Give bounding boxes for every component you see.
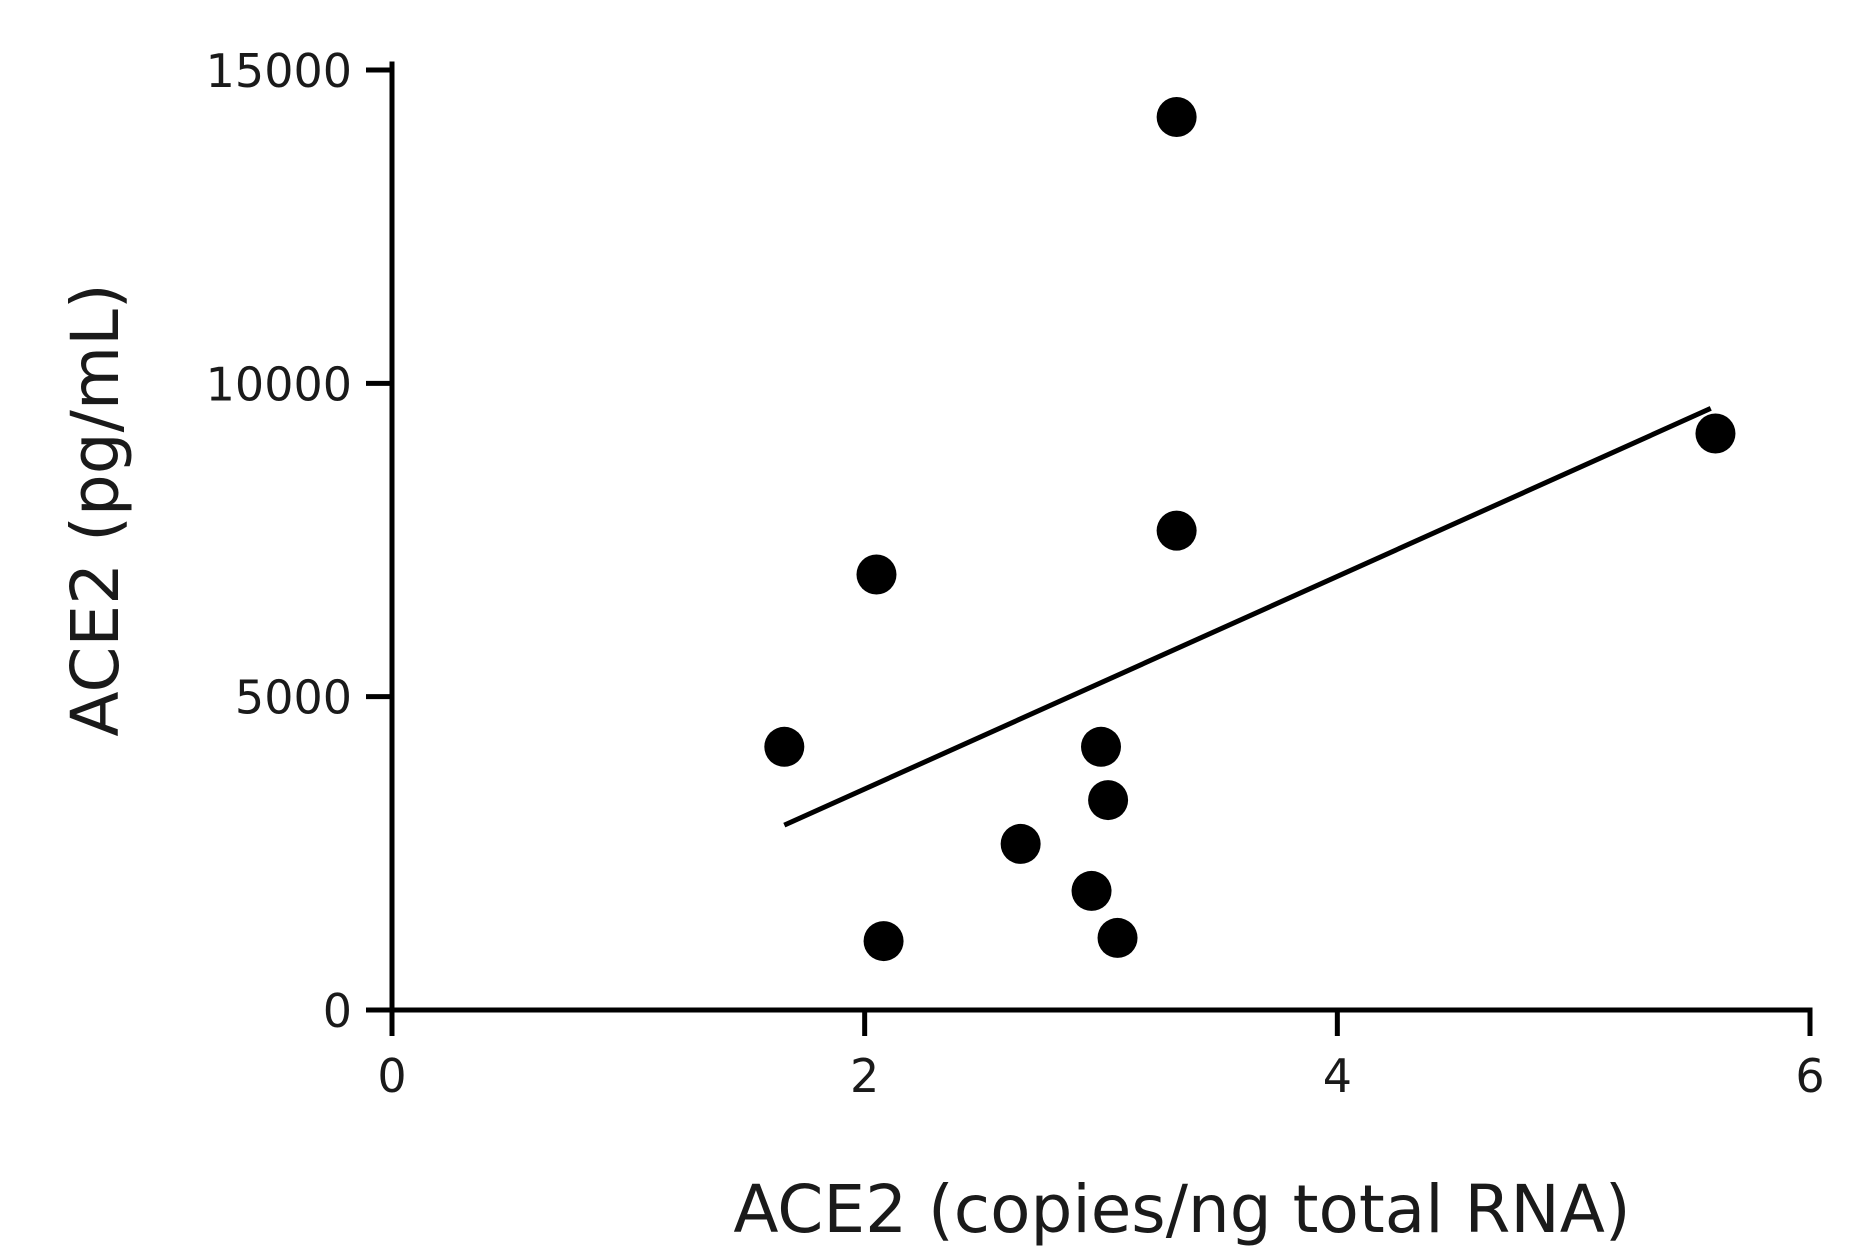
y-tick-label: 5000 (235, 671, 352, 725)
data-point (1071, 870, 1112, 911)
data-point (1088, 780, 1129, 821)
data-point (1695, 413, 1736, 454)
data-point (1000, 823, 1041, 864)
x-tick-label: 2 (850, 1049, 879, 1103)
data-point (764, 726, 805, 767)
data-point (1081, 726, 1121, 767)
data-point (1097, 917, 1138, 958)
axes (389, 61, 1813, 1013)
y-tick-label: 10000 (206, 357, 352, 411)
data-point (1156, 510, 1197, 551)
x-tick-label: 4 (1323, 1049, 1352, 1103)
y-axis-title: ACE2 (pg/mL) (57, 283, 134, 736)
x-ticks: 0 2 4 6 (377, 1010, 1825, 1103)
data-point (863, 921, 904, 962)
trend-line-group (783, 406, 1712, 828)
data-point (1156, 97, 1197, 137)
x-tick-label: 6 (1795, 1049, 1824, 1103)
data-point (856, 554, 897, 595)
x-tick-label: 0 (377, 1049, 406, 1103)
x-axis-title: ACE2 (copies/ng total RNA) (733, 1171, 1630, 1248)
y-tick-label: 0 (323, 984, 352, 1038)
trend-line (783, 406, 1712, 828)
y-ticks: 0 5000 10000 15000 (206, 44, 392, 1038)
y-tick-label: 15000 (206, 44, 352, 98)
data-points (764, 97, 1736, 962)
